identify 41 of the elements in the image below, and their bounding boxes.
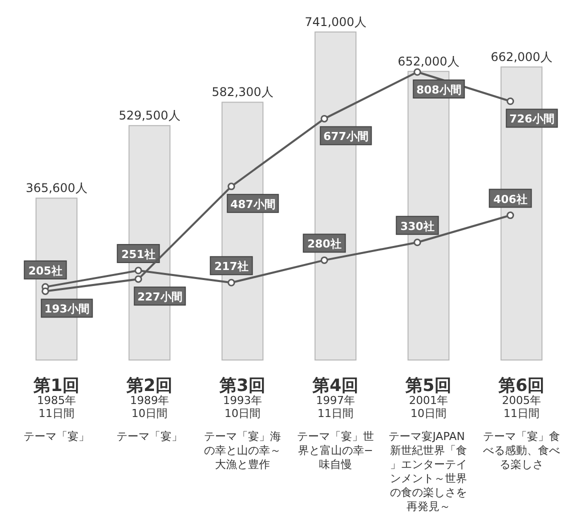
data-label: 652,000人	[398, 54, 460, 68]
data-label: 330社	[400, 220, 434, 233]
data-label: 280社	[307, 238, 342, 251]
data-label: 193小間	[44, 302, 90, 316]
data-label: 406社	[493, 192, 528, 206]
point	[506, 212, 514, 220]
point	[228, 182, 236, 190]
point	[134, 266, 142, 274]
data-label: 662,000人	[490, 50, 552, 64]
data-label: 217社	[214, 260, 248, 274]
data-label: 205社	[28, 264, 62, 278]
text: テーマ「宴」	[24, 430, 90, 443]
data-label: 582,300人	[212, 85, 274, 100]
text: テーマ「宴」海の幸と山の幸～大漁と豊作	[204, 430, 281, 471]
data-label: 251社	[121, 248, 156, 262]
point	[134, 275, 142, 283]
point	[414, 238, 422, 246]
point	[320, 114, 328, 122]
data-label: 365,600人	[26, 181, 88, 196]
data-label: 808小間	[416, 84, 462, 96]
text: テーマ「宴」	[116, 430, 182, 443]
x-tick-label: 第3回 1993年 10日間	[218, 376, 266, 420]
data-label: 677小間	[323, 130, 368, 144]
text: テーマ宴JAPAN 新世紀世界「食」エンターテインメント～世界の食の楽しさを再発見～	[388, 430, 468, 513]
data-label: 726小間	[509, 112, 554, 126]
point	[414, 68, 422, 76]
point	[228, 278, 236, 286]
point	[506, 97, 514, 105]
data-label: 741,000人	[304, 15, 366, 29]
data-label: 227小間	[137, 290, 182, 304]
data-label: 529,500人	[118, 108, 180, 123]
x-tick-label: 第6回 2005年 11日間	[498, 376, 544, 420]
point	[42, 287, 50, 295]
x-tick-label: 第4回 1997年 11日間	[312, 376, 358, 420]
x-tick-label: 第1回 1985年 11日間	[32, 376, 80, 420]
point	[320, 256, 328, 264]
text: テーマ「宴」食べる感動、食べる楽しさ	[483, 430, 560, 471]
x-tick-label: 第2回 1989年 10日間	[126, 376, 172, 420]
x-tick-label: 第5回 2001年 10日間	[404, 376, 452, 420]
text: テーマ「宴」世界と富山の幸−味自慢	[297, 430, 374, 471]
data-label: 487小間	[230, 198, 276, 211]
